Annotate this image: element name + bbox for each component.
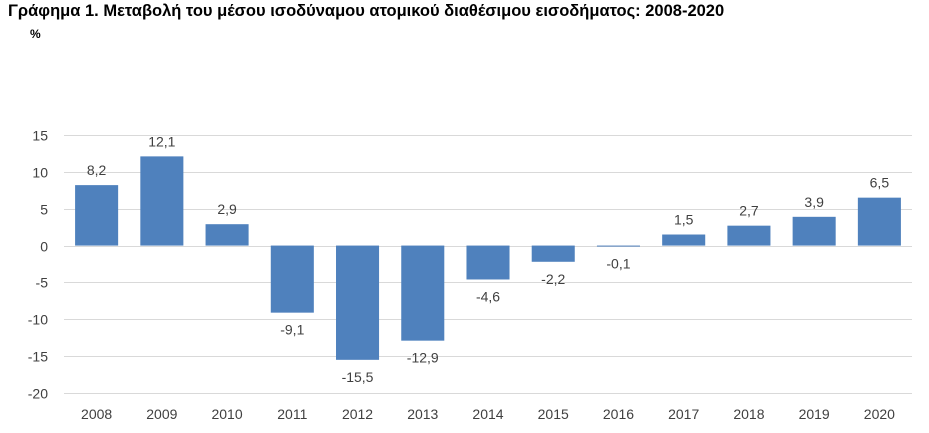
data-label-2014: -4,6	[476, 288, 500, 304]
data-label-2013: -12,9	[407, 350, 439, 366]
bar-2008	[75, 185, 119, 246]
bar-2012	[336, 245, 380, 360]
data-label-2017: 1,5	[674, 212, 694, 228]
y-tick-label: 0	[40, 239, 48, 255]
x-tick-label-2012: 2012	[342, 406, 373, 422]
x-tick-label-2008: 2008	[81, 406, 112, 422]
data-labels: 8,2 12,1 2,9 -9,1 -15,5 -12,9 -4,6 -2,2 -0,1 1,5 2…	[87, 133, 889, 384]
data-label-2018: 2,7	[739, 203, 759, 219]
bar-2018	[727, 225, 771, 246]
y-tick-label: 10	[32, 165, 48, 181]
data-label-2009: 12,1	[148, 133, 175, 149]
y-unit-label: %	[30, 27, 41, 41]
bar-2017	[662, 234, 706, 246]
data-label-2019: 3,9	[804, 194, 824, 210]
bar-2014	[466, 245, 510, 280]
x-tick-label-2009: 2009	[146, 406, 177, 422]
x-tick-label-2013: 2013	[407, 406, 438, 422]
y-tick-label: -15	[28, 349, 48, 365]
y-axis-tick-labels: 15 10 5 0 -5 -10 -15 -20	[28, 128, 48, 402]
y-tick-label: 15	[32, 128, 48, 144]
x-tick-label-2010: 2010	[211, 406, 242, 422]
x-tick-label-2016: 2016	[603, 406, 634, 422]
data-label-2010: 2,9	[217, 201, 237, 217]
bar-2009	[140, 156, 184, 246]
bars	[75, 156, 901, 360]
y-tick-label: 5	[40, 202, 48, 218]
x-tick-label-2018: 2018	[733, 406, 764, 422]
data-label-2016: -0,1	[606, 255, 630, 271]
x-tick-label-2015: 2015	[538, 406, 569, 422]
bar-2016	[596, 245, 640, 247]
data-label-2011: -9,1	[280, 322, 304, 338]
x-tick-label-2019: 2019	[799, 406, 830, 422]
data-label-2008: 8,2	[87, 162, 107, 178]
x-tick-label-2017: 2017	[668, 406, 699, 422]
bar-2019	[792, 216, 836, 246]
x-axis-tick-labels: 2008 2009 2010 2011 2012 2013 2014 2015 2016 2017…	[81, 406, 895, 422]
data-label-2020: 6,5	[870, 175, 890, 191]
bar-2020	[857, 197, 901, 246]
bar-2010	[205, 224, 249, 246]
chart-title: Γράφημα 1. Μεταβολή του μέσου ισοδύναμου…	[8, 2, 725, 20]
y-tick-label: -10	[28, 312, 48, 328]
x-tick-label-2014: 2014	[472, 406, 503, 422]
bar-2015	[531, 245, 575, 262]
data-label-2012: -15,5	[342, 369, 374, 385]
data-label-2015: -2,2	[541, 271, 565, 287]
y-tick-label: -5	[36, 275, 49, 291]
x-tick-label-2011: 2011	[277, 406, 307, 422]
x-tick-label-2020: 2020	[864, 406, 895, 422]
bar-2013	[401, 245, 445, 341]
y-tick-label: -20	[28, 386, 48, 402]
bar-2011	[270, 245, 314, 313]
